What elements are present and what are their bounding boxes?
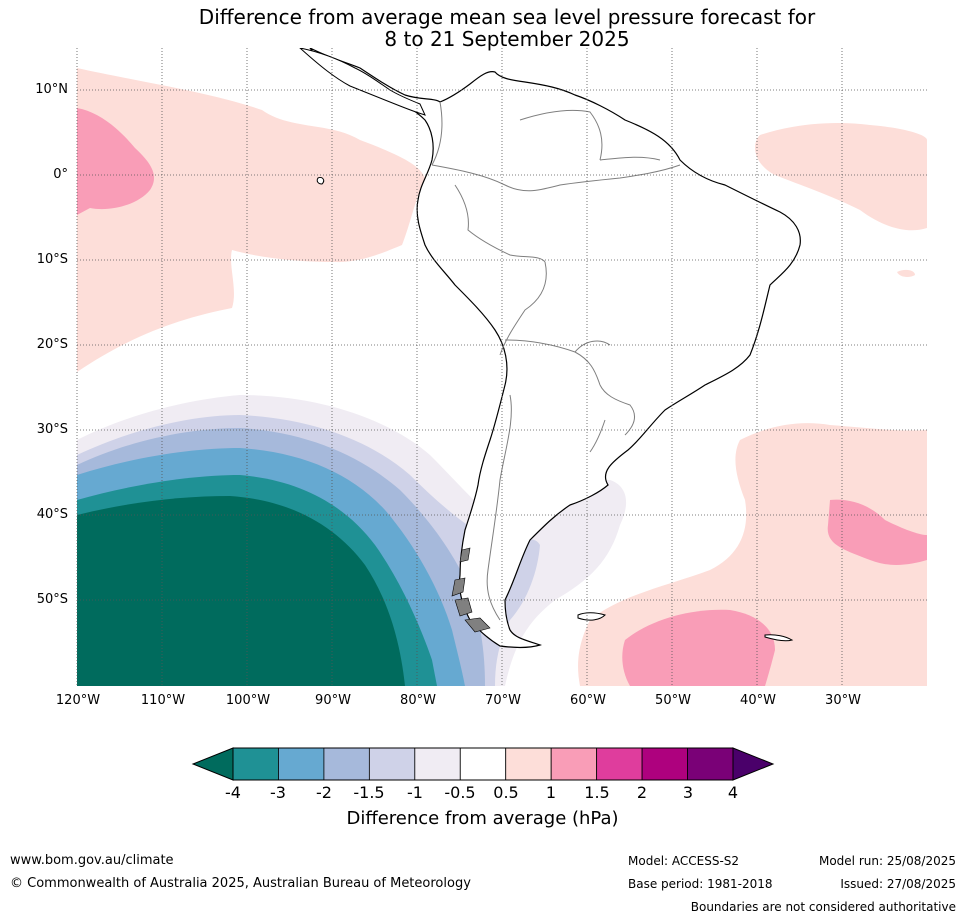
colorbar-tick-label: -1 [407, 783, 423, 802]
lat-label-20s: 20°S [36, 337, 68, 352]
lat-label-10s: 10°S [36, 252, 68, 267]
colorbar-swatch [368, 747, 416, 781]
colorbar-tick-label: 3 [682, 783, 694, 802]
colorbar-tick-label: 0.5 [493, 783, 519, 802]
colorbar-swatch [505, 747, 552, 781]
colorbar-over-triangle [732, 747, 775, 781]
map-title-line-1: Difference from average mean sea level p… [198, 5, 816, 29]
colorbar-swatch [278, 747, 325, 781]
colorbar-swatch [323, 747, 370, 781]
colorbar [191, 747, 775, 781]
contour-positive-1-se-south [622, 609, 775, 686]
lon-label-120w: 120°W [55, 693, 101, 708]
falkland-islands [577, 612, 606, 621]
coastlines [299, 48, 801, 648]
lon-label-30w: 30°W [825, 693, 861, 708]
central-america-land [299, 48, 426, 116]
colorbar-under-triangle [191, 747, 234, 781]
colorbar-swatch [232, 747, 279, 781]
base-period-text: Base period: 1981-2018 [628, 877, 773, 891]
south-georgia [764, 634, 794, 642]
lon-label-90w: 90°W [315, 693, 351, 708]
galapagos [316, 177, 325, 185]
colorbar-tick-label: -4 [225, 783, 241, 802]
colorbar-tick-label: 4 [727, 783, 739, 802]
contour-positive-1-se-north [827, 499, 927, 565]
model-text: Model: ACCESS-S2 [628, 854, 740, 868]
map-title-line-2: 8 to 21 September 2025 [384, 27, 630, 51]
copyright-text: © Commonwealth of Australia 2025, Austra… [10, 876, 471, 891]
pressure-anomaly-map [76, 48, 927, 686]
lon-label-70w: 70°W [485, 693, 521, 708]
colorbar-tick-label: -1.5 [353, 783, 385, 802]
website-link[interactable]: www.bom.gov.au/climate [10, 853, 174, 868]
graticule [76, 48, 927, 686]
colorbar-swatch [687, 747, 734, 781]
colorbar-swatch [641, 747, 688, 781]
contour-positive-1-west [77, 108, 155, 215]
lon-label-80w: 80°W [400, 693, 436, 708]
country-borders [431, 101, 681, 621]
lon-label-50w: 50°W [655, 693, 691, 708]
colorbar-tick-label: 1.5 [584, 783, 610, 802]
lon-label-100w: 100°W [225, 693, 271, 708]
colorbar-swatch [414, 747, 461, 781]
lon-label-40w: 40°W [740, 693, 776, 708]
colorbar-tick-label: -0.5 [444, 783, 476, 802]
model-run-text: Model run: 25/08/2025 [818, 854, 956, 868]
contour-positive-0.5-ne [755, 123, 927, 231]
lat-label-50s: 50°S [36, 592, 68, 607]
colorbar-frame [232, 747, 734, 781]
disclaimer-text: Boundaries are not considered authoritat… [690, 900, 956, 914]
contour-positive-0.5-west [77, 68, 425, 372]
issued-text: Issued: 27/08/2025 [840, 877, 956, 891]
colorbar-swatch [596, 747, 643, 781]
south-america-land [309, 48, 801, 648]
lon-label-110w: 110°W [140, 693, 186, 708]
lat-label-0: 0° [53, 167, 68, 182]
colorbar-swatch [459, 747, 507, 781]
anomaly-contours [77, 68, 927, 686]
colorbar-swatches [232, 747, 734, 781]
lat-label-10n: 10°N [35, 82, 68, 97]
lon-label-60w: 60°W [570, 693, 606, 708]
colorbar-tick-label: -2 [316, 783, 332, 802]
lat-label-40s: 40°S [36, 507, 68, 522]
colorbar-tick-label: -3 [270, 783, 286, 802]
colorbar-tick-label: 2 [636, 783, 648, 802]
contour-positive-0.5-small [897, 269, 915, 277]
colorbar-tick-label: 1 [545, 783, 557, 802]
lat-label-30s: 30°S [36, 422, 68, 437]
chile-fjords [451, 547, 491, 633]
contour-negative-4 [77, 496, 405, 686]
colorbar-swatch [550, 747, 598, 781]
colorbar-label: Difference from average (hPa) [346, 808, 619, 829]
